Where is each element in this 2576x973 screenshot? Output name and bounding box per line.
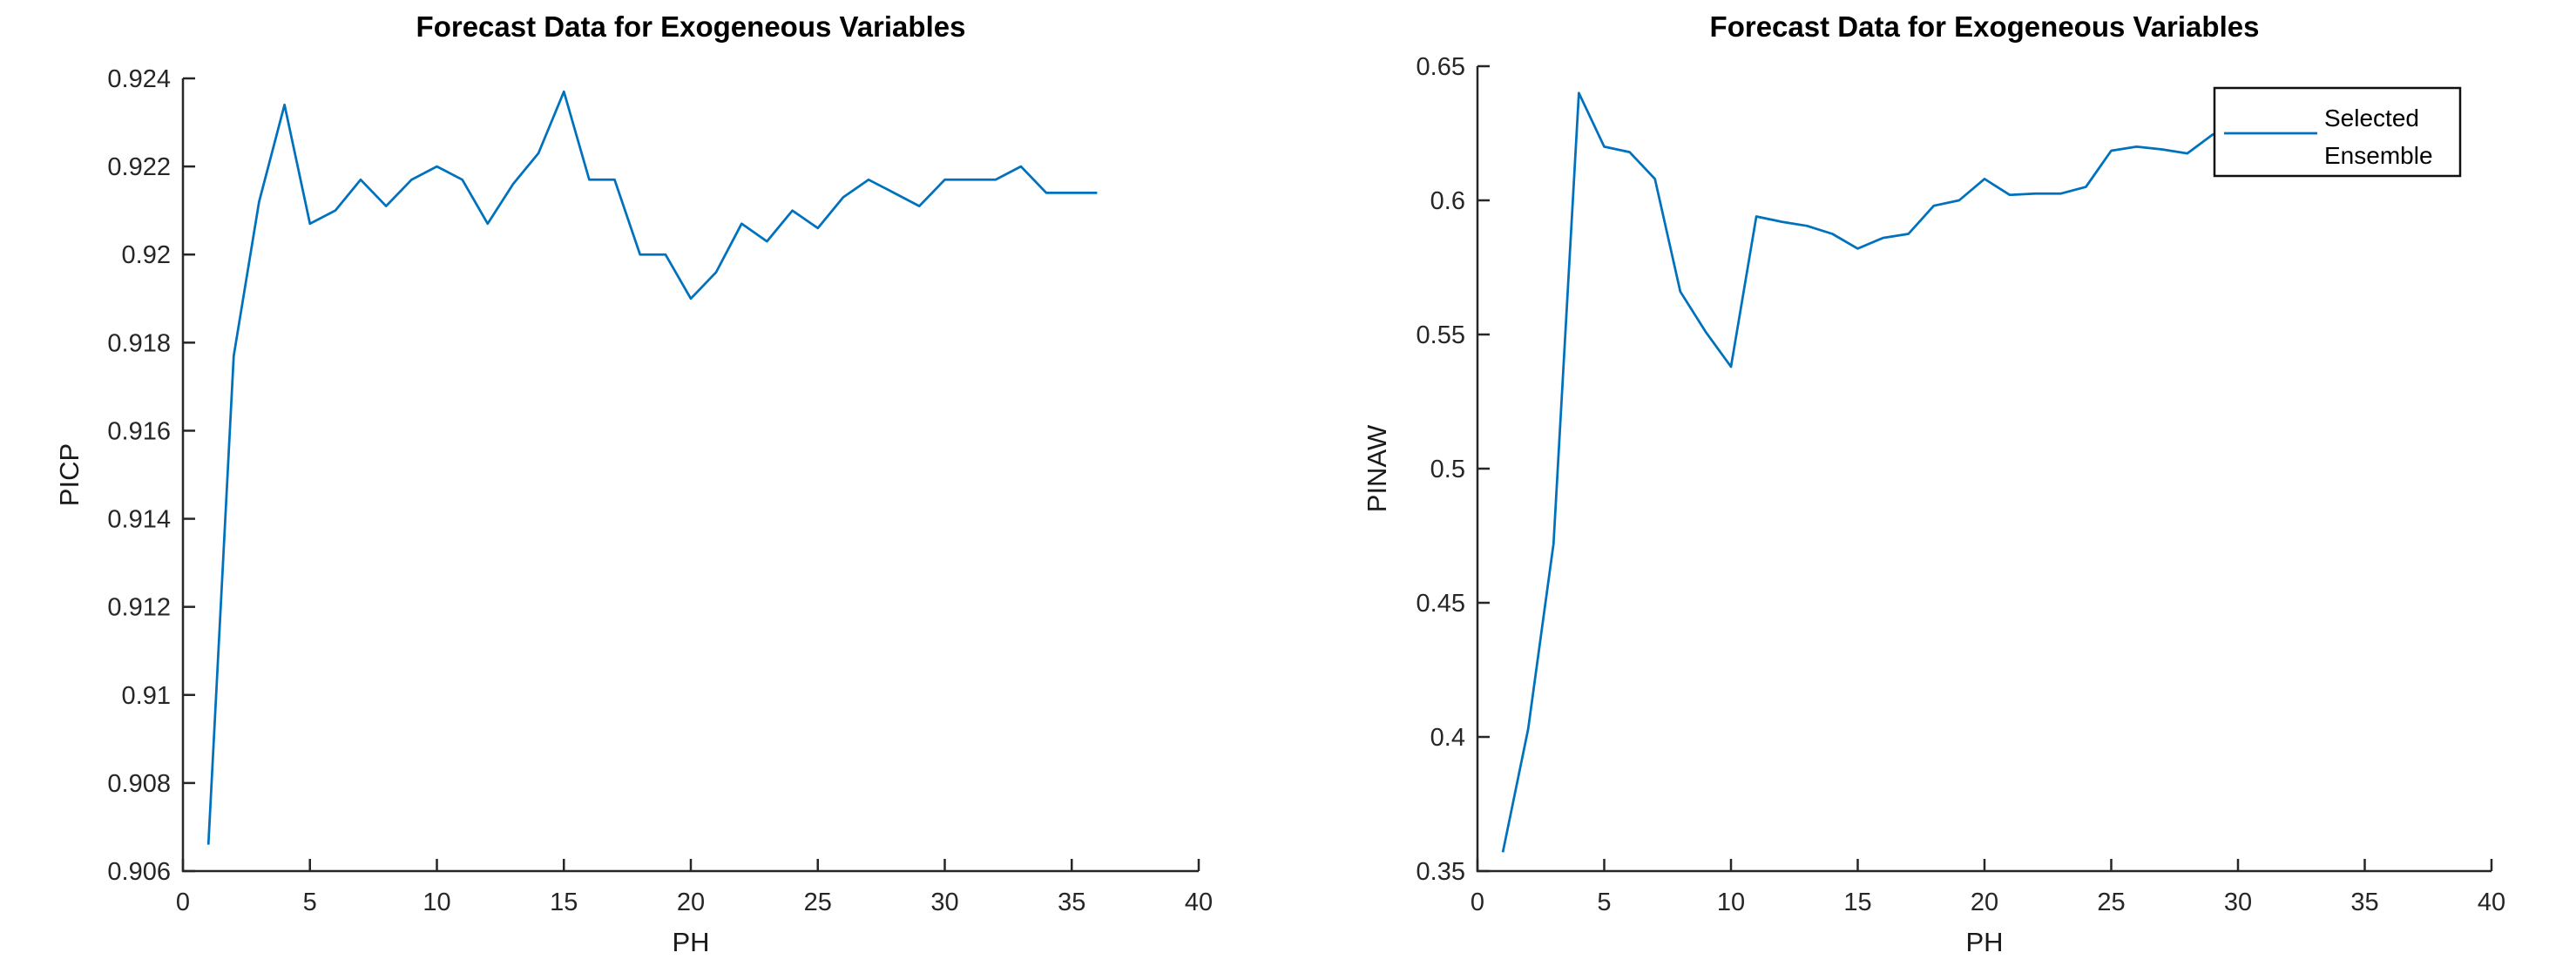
x-axis-label: PH (1965, 927, 2003, 957)
x-tick-label: 15 (1843, 889, 1871, 916)
x-tick-label: 40 (1185, 889, 1213, 916)
chart-title: Forecast Data for Exogeneous Variables (416, 10, 966, 43)
y-tick-label: 0.908 (107, 770, 171, 798)
x-tick-label: 25 (2097, 889, 2125, 916)
y-tick-label: 0.6 (1430, 187, 1465, 215)
x-tick-label: 20 (1971, 889, 1998, 916)
y-tick-label: 0.45 (1416, 590, 1465, 618)
legend-box (2213, 86, 2462, 178)
axis-spines (1476, 66, 2491, 873)
x-tick-label: 30 (2224, 889, 2252, 916)
x-tick-label: 35 (1058, 889, 1085, 916)
y-tick-label: 0.916 (107, 417, 171, 445)
x-tick-label: 35 (2350, 889, 2378, 916)
x-tick-label: 0 (176, 889, 190, 916)
x-tick-label: 5 (1597, 889, 1611, 916)
y-tick-label: 0.92 (122, 241, 171, 269)
chart-title: Forecast Data for Exogeneous Variables (1710, 10, 2260, 43)
series-line-0 (206, 90, 1098, 845)
y-tick-label: 0.914 (107, 506, 171, 534)
y-tick-label: 0.5 (1430, 456, 1465, 483)
x-tick-label: 15 (550, 889, 578, 916)
y-axis-label: PINAW (1362, 424, 1392, 512)
y-tick-label: 0.906 (107, 858, 171, 886)
y-tick-label: 0.55 (1416, 321, 1465, 349)
series-line-0 (1501, 91, 2390, 853)
y-axis-label: PICP (54, 443, 85, 506)
x-tick-label: 10 (423, 889, 450, 916)
y-tick-label: 0.922 (107, 153, 171, 181)
legend-label-0: Selected (2324, 105, 2419, 132)
axis-spines (181, 78, 1199, 873)
y-tick-label: 0.91 (122, 682, 171, 710)
chart-pinaw: 0 5 10 15 20 25 30 35 40 0.35 0.4 0.45 0.5 0.55 0.6 0.6… (1362, 10, 2505, 957)
x-tick-label: 20 (677, 889, 705, 916)
y-tick-label: 0.912 (107, 594, 171, 622)
x-tick-label: 30 (930, 889, 958, 916)
x-axis-label: PH (672, 927, 709, 957)
y-tick-label: 0.35 (1416, 858, 1465, 886)
chart-picp: 0 5 10 15 20 25 30 35 40 0.906 0.908 0.91 0.912 0.914… (54, 10, 1213, 957)
x-tick-label: 10 (1717, 889, 1745, 916)
y-tick-label: 0.924 (107, 65, 171, 93)
legend-label-1: Ensemble (2324, 142, 2433, 169)
x-tick-label: 40 (2478, 889, 2505, 916)
y-tick-label: 0.4 (1430, 724, 1465, 752)
x-tick-label: 5 (303, 889, 317, 916)
x-tick-label: 0 (1471, 889, 1484, 916)
x-tick-label: 25 (804, 889, 832, 916)
y-tick-label: 0.918 (107, 329, 171, 357)
y-tick-label: 0.65 (1416, 53, 1465, 81)
